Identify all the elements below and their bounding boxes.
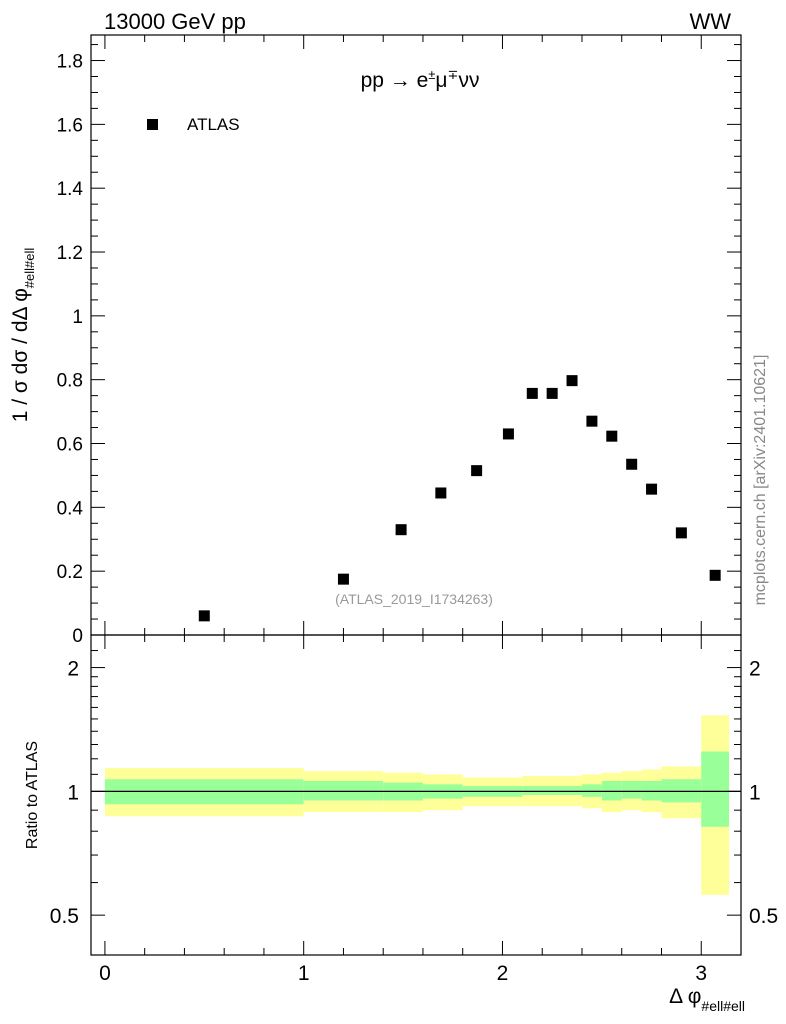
header-energy-label: 13000 GeV pp [104,9,246,34]
main-y-tick-label: 1.4 [57,179,84,200]
ratio-y-tick-label-right: 2 [749,658,761,681]
main-panel: 0 0.2 0.4 0.6 0.8 1 1.2 1.4 1.6 1.8 pp → e±μ∓νν A… [9,34,742,647]
atlas-data-point [435,487,447,499]
atlas-data-point [546,387,558,399]
ratio-inner-band [701,751,730,827]
main-y-axis-title: 1 / σ dσ / dΔ φ#ell#ell [9,248,37,423]
watermark: mcplots.cern.ch [arXiv:2401.10621] [752,355,769,606]
legend-label: ATLAS [187,115,240,134]
main-y-tick-label: 1.6 [57,115,83,136]
ratio-frame [90,634,742,956]
main-y-axis-label: 1 / σ dσ / dΔ φ [9,288,32,422]
x-axis-label-sub: #ell#ell [701,998,745,1014]
main-y-tick-label: 1.8 [57,52,83,73]
main-y-tick-label: 0 [72,626,83,647]
ratio-y-tick-label-right: 1 [749,781,761,804]
ratio-inner-band [303,780,384,801]
x-tick-label: 2 [497,962,509,985]
ratio-inner-band [621,780,642,799]
atlas-data-point [606,430,618,442]
ratio-y-tick-labels-right: 0.5 1 2 [749,658,778,929]
main-y-tick-label: 0.4 [57,498,84,519]
atlas-data-point [586,415,598,427]
ratio-inner-band [522,786,582,795]
ratio-inner-band [641,780,662,801]
x-tick-label: 0 [99,962,111,985]
ratio-y-tick-label: 0.5 [50,905,79,928]
x-axis-title: Δ φ#ell#ell [669,985,745,1014]
main-y-tick-labels: 0 0.2 0.4 0.6 0.8 1 1.2 1.4 1.6 1.8 [57,52,84,647]
header-process-label: WW [689,9,731,34]
ratio-panel: 0.5 1 2 0.5 1 2 0 1 2 3 Ratio to ATLAS Δ φ#ell#… [24,634,778,1014]
x-axis-label: Δ φ [669,985,701,1008]
ratio-inner-band [601,780,622,801]
ratio-x-tick-labels: 0 1 2 3 [99,962,707,985]
main-y-axis-label-sub: #ell#ell [22,248,37,289]
atlas-data-points [198,375,721,622]
atlas-data-point [471,465,483,477]
atlas-data-point [675,527,687,539]
atlas-data-point [337,573,349,585]
atlas-data-point [198,610,210,622]
atlas-data-point [626,458,638,470]
x-tick-label: 1 [298,962,310,985]
ratio-y-tick-labels: 0.5 1 2 [50,658,79,929]
legend-marker [147,119,158,130]
main-axis-ticks [91,35,741,636]
atlas-data-point [395,524,407,536]
atlas-data-point [502,428,514,440]
ratio-y-axis-label: Ratio to ATLAS [24,741,41,849]
atlas-data-point [526,387,538,399]
svg-text:1 / σ dσ / dΔ φ#ell#ell: 1 / σ dσ / dΔ φ#ell#ell [9,248,37,423]
main-y-tick-label: 1.2 [57,243,83,264]
ratio-bands [104,715,730,895]
analysis-id-label: (ATLAS_2019_I1734263) [335,591,493,607]
ratio-axis-ticks [91,634,741,956]
main-y-tick-label: 0.8 [57,371,83,392]
ratio-y-tick-label: 1 [67,781,79,804]
main-y-tick-label: 0.6 [57,435,83,456]
x-tick-label: 3 [695,962,707,985]
ratio-y-tick-label: 2 [67,658,79,681]
main-y-tick-label: 0.2 [57,562,83,583]
atlas-data-point [709,569,721,581]
main-y-tick-label: 1 [72,307,83,328]
process-label: pp → e±μ∓νν [361,67,480,92]
ratio-y-tick-label-right: 0.5 [749,905,778,928]
atlas-data-point [566,375,578,387]
atlas-data-point [646,483,658,495]
ratio-inner-band [581,784,602,797]
